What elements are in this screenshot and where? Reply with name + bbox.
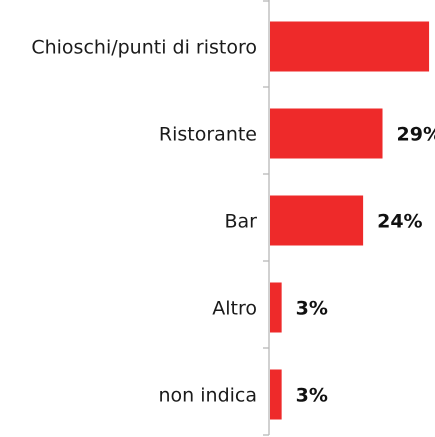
labels-layer: Chioschi/punti di ristoro Ristorante 29% Ba…	[31, 37, 435, 407]
category-label: Bar	[225, 211, 258, 233]
bars-layer	[270, 21, 430, 420]
category-label: Ristorante	[159, 124, 257, 146]
axis-layer	[263, 0, 270, 436]
bar	[270, 195, 364, 246]
bar	[270, 282, 282, 333]
category-label: Altro	[212, 298, 257, 320]
bar	[270, 108, 383, 159]
bar	[270, 21, 430, 72]
value-label: 3%	[296, 298, 328, 320]
category-label: Chioschi/punti di ristoro	[31, 37, 257, 59]
value-label: 29%	[397, 124, 435, 146]
value-label: 3%	[296, 385, 328, 407]
category-label: non indica	[159, 385, 258, 407]
value-label: 24%	[377, 211, 422, 233]
bar	[270, 369, 282, 420]
